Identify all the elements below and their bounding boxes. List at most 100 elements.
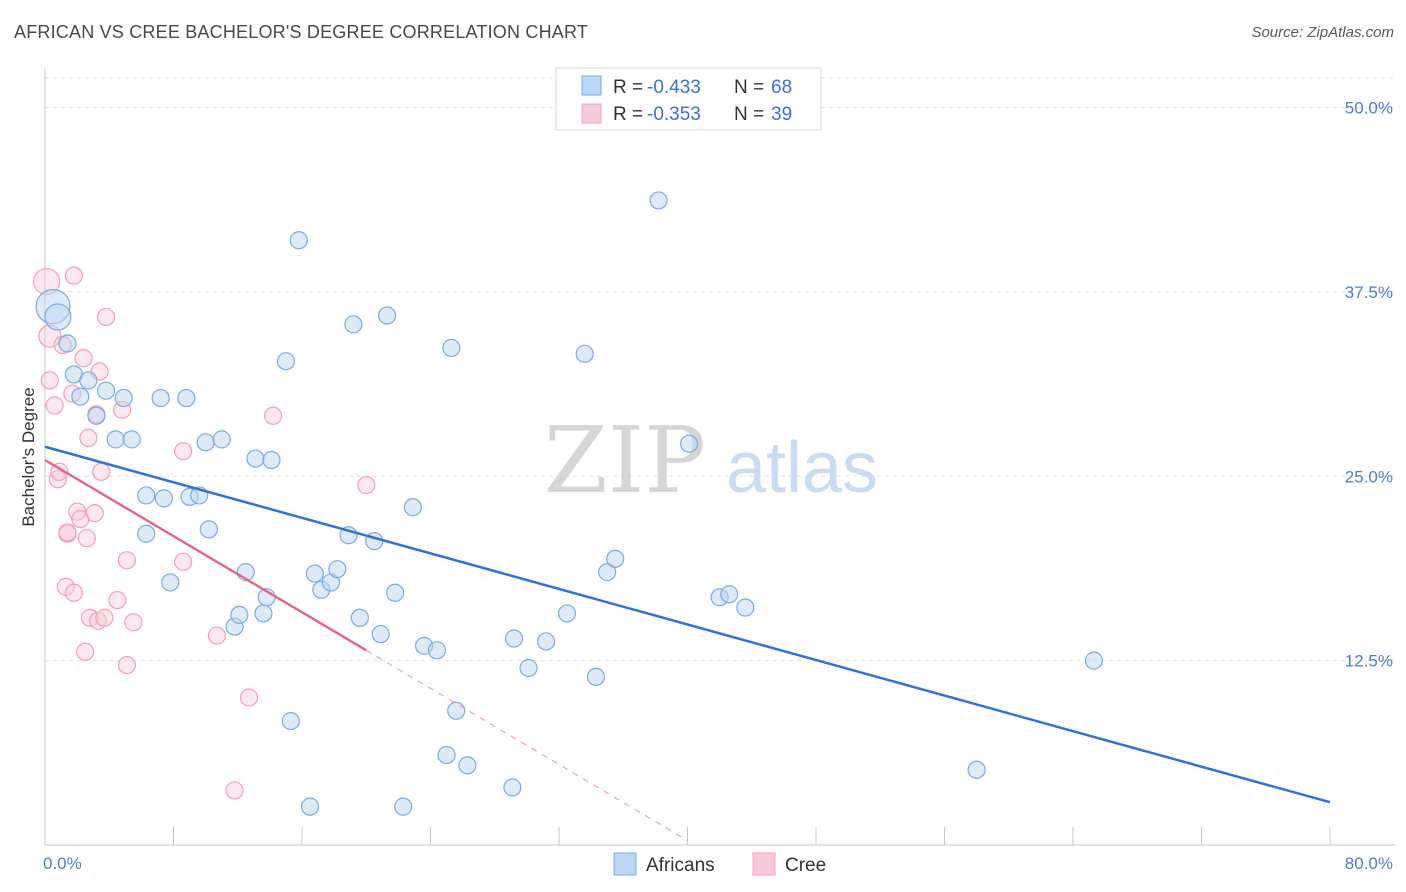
- africans-point: [276, 352, 296, 371]
- y-tick-label: 12.5%: [1345, 652, 1393, 671]
- watermark-zip: ZIP: [544, 407, 706, 514]
- africans-point: [504, 629, 524, 648]
- tick-labels: 12.5% 25.0% 37.5% 50.0% 0.0% 80.0%: [43, 99, 1393, 874]
- africans-point: [114, 388, 133, 408]
- africans-point: [137, 524, 156, 543]
- cree-point: [40, 371, 59, 390]
- africans-point: [1084, 651, 1103, 670]
- africans-point: [96, 381, 116, 400]
- africans-point: [519, 658, 538, 678]
- legend-swatch-africans: [581, 75, 602, 96]
- africans-point: [87, 406, 106, 425]
- x-tick-label: 80.0%: [1345, 854, 1393, 873]
- cree-point: [77, 529, 96, 548]
- africans-point: [447, 701, 466, 720]
- africans-point: [79, 371, 98, 390]
- africans-point: [262, 450, 281, 470]
- africans-point: [254, 604, 273, 623]
- africans-point: [575, 344, 594, 363]
- legend-r-label-2: R =: [613, 104, 643, 125]
- africans-point: [305, 564, 324, 583]
- africans-point: [394, 797, 413, 816]
- africans-point: [427, 641, 447, 660]
- africans-point: [199, 520, 218, 539]
- africans-point: [246, 449, 265, 468]
- cree-point: [207, 626, 226, 645]
- africans-point: [403, 498, 422, 517]
- africans-point: [606, 549, 625, 568]
- africans-point: [154, 489, 173, 508]
- cree-trendline: [44, 458, 367, 652]
- source-note: Source: ZipAtlas.com: [1251, 24, 1394, 41]
- cree-trendline-extension: [365, 649, 688, 842]
- africans-point: [44, 303, 72, 331]
- cree-point: [76, 642, 95, 661]
- africans-point: [680, 434, 699, 453]
- legend-r-value-africans: -0.433: [647, 77, 701, 98]
- africans-point: [442, 338, 461, 358]
- africans-point: [230, 605, 249, 625]
- cree-point: [79, 428, 98, 447]
- africans-point: [137, 486, 156, 505]
- cree-point: [239, 688, 259, 707]
- africans-point: [736, 598, 755, 617]
- africans-point: [212, 430, 231, 449]
- cree-point: [357, 476, 376, 495]
- bottom-legend: Africans Cree: [613, 852, 826, 876]
- bottom-legend-swatch-africans: [613, 852, 637, 876]
- africans-point: [378, 306, 397, 325]
- africans-point: [151, 388, 170, 408]
- cree-point: [50, 462, 69, 481]
- cree-point: [96, 307, 116, 327]
- cree-point: [48, 470, 67, 489]
- axes: [44, 68, 1395, 846]
- y-axis-title: Bachelor's Degree: [19, 387, 38, 526]
- cree-point: [64, 266, 84, 285]
- africans-point: [537, 632, 556, 651]
- bottom-legend-swatch-cree: [752, 852, 776, 876]
- cree-point: [117, 655, 137, 675]
- africans-point: [598, 563, 617, 582]
- africans-point: [106, 430, 125, 449]
- legend-n-label-1: N =: [734, 77, 764, 98]
- cree-point: [108, 591, 127, 610]
- legend-swatch-cree: [581, 103, 602, 124]
- y-tick-label: 25.0%: [1345, 467, 1393, 486]
- africans-point: [196, 433, 215, 452]
- cree-point: [45, 396, 64, 415]
- africans-point: [458, 756, 477, 775]
- africans-point: [344, 315, 363, 334]
- legend-r-value-cree: -0.353: [647, 104, 701, 125]
- cree-point: [85, 504, 104, 523]
- africans-series: [35, 191, 1103, 816]
- africans-point: [371, 624, 390, 644]
- cree-point: [64, 583, 84, 602]
- africans-point: [386, 583, 405, 602]
- africans-point: [967, 760, 986, 779]
- y-tick-label: 37.5%: [1345, 283, 1393, 302]
- trendlines: [44, 445, 1331, 842]
- legend-box: R = -0.433 N = 68 R = -0.353 N = 39: [555, 67, 822, 131]
- y-tick-label: 50.0%: [1345, 99, 1393, 118]
- chart-title: AFRICAN VS CREE BACHELOR'S DEGREE CORREL…: [14, 22, 589, 42]
- africans-point: [503, 778, 522, 797]
- legend-n-value-africans: 68: [771, 77, 792, 98]
- cree-point: [174, 552, 193, 571]
- legend-n-value-cree: 39: [771, 104, 792, 125]
- bottom-legend-africans: Africans: [646, 855, 715, 876]
- africans-point: [300, 797, 320, 816]
- africans-point: [281, 711, 300, 731]
- cree-point: [92, 462, 111, 481]
- watermark: ZIP atlas: [544, 407, 878, 514]
- cree-point: [117, 551, 137, 570]
- africans-point: [350, 608, 369, 627]
- africans-point: [328, 560, 347, 579]
- cree-point: [174, 442, 193, 461]
- bottom-legend-cree: Cree: [785, 855, 826, 876]
- legend-n-label-2: N =: [734, 104, 764, 125]
- africans-point: [649, 191, 668, 210]
- cree-point: [225, 781, 244, 800]
- africans-point: [177, 388, 196, 408]
- africans-point: [122, 430, 141, 449]
